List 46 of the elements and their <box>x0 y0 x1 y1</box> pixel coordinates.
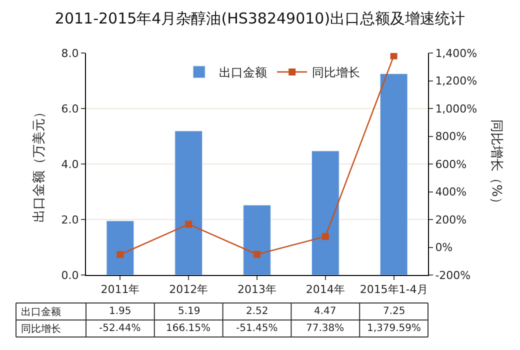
legend-label: 同比增长 <box>312 66 360 80</box>
y2-tick-label: 200% <box>435 213 467 226</box>
legend-label: 出口金额 <box>219 66 268 80</box>
text: 出口金额 <box>21 307 61 318</box>
y-axis-title: 出口金额（万美元） <box>31 106 48 222</box>
y-tick-label: 6.0 <box>61 102 79 116</box>
y2-tick-label: 400% <box>435 186 467 199</box>
x-tick-label: 2013年 <box>238 283 276 296</box>
bar <box>174 130 203 275</box>
data-label: 7.25 <box>383 306 406 317</box>
y-tick-label: 0.0 <box>61 268 79 282</box>
y2-tick-label: 1,000% <box>435 102 478 116</box>
data-label: 1,379.59% <box>367 323 422 334</box>
bar <box>380 74 408 275</box>
y2-axis-title: 同比增长（%） <box>488 120 504 210</box>
point <box>390 53 398 60</box>
data-label: 77.38% <box>306 323 344 334</box>
y2-tick-label: 1,400% <box>435 46 478 60</box>
point <box>254 250 260 258</box>
data-label: 2.52 <box>246 306 268 317</box>
point <box>116 251 124 258</box>
y-tick-label: 8.0 <box>61 46 79 60</box>
y2-tick-label: -200% <box>435 268 471 282</box>
data-label: 166.15% <box>166 323 210 334</box>
y2-tick-label: 0% <box>435 241 453 254</box>
y-tick-label: 2.0 <box>61 213 79 226</box>
data-label: -51.45% <box>236 323 278 334</box>
point <box>185 220 192 228</box>
data-label: 5.19 <box>178 306 200 317</box>
x-tick-label: 2015年1-4月 <box>360 283 428 296</box>
y2-tick-label: 1,200% <box>435 74 478 88</box>
y-tick-label: 4.0 <box>61 158 79 171</box>
chart-title: 2011-2015年4月杂醇油(HS38249010)出口总额及增速统计 <box>54 9 466 28</box>
x-tick-label: 2012年 <box>169 283 208 296</box>
bar <box>106 220 134 275</box>
x-tick-label: 2011年 <box>100 283 140 296</box>
y2-tick-label: 600% <box>435 158 467 171</box>
y2-tick-label: 800% <box>435 130 467 144</box>
x-tick-label: 2014年 <box>306 283 345 296</box>
data-label: 1.95 <box>109 306 132 317</box>
bar <box>243 204 271 275</box>
bar <box>311 150 340 275</box>
data-label: -52.44% <box>99 323 141 334</box>
text: 同比增长 <box>21 324 61 335</box>
point <box>322 233 329 240</box>
data-label: 4.47 <box>314 306 336 317</box>
